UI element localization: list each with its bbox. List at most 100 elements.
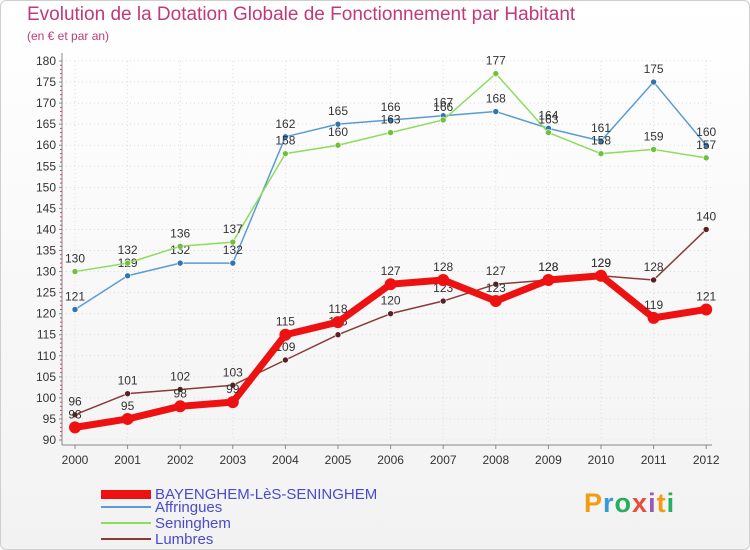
data-label-affringues-2000: 121 [65, 289, 85, 303]
x-tick-label-2000: 2000 [62, 453, 89, 467]
legend-label-bayenghem: BAYENGHEM-LèS-SENINGHEM [155, 485, 378, 503]
data-label-lumbres-2008: 127 [486, 264, 506, 278]
x-tick-label-2011: 2011 [641, 453, 667, 467]
logo-letter: r [603, 488, 615, 518]
point-bayenghem-les-seninghem-2007 [437, 273, 450, 286]
data-label-seninghem-2004: 158 [275, 134, 295, 148]
data-label-bayenghem-les-seninghem-2002: 98 [174, 386, 188, 400]
chart-title: Evolution de la Dotation Globale de Fonc… [27, 4, 576, 25]
y-tick-label-160: 160 [36, 138, 56, 152]
data-label-bayenghem-les-seninghem-2007: 128 [433, 260, 453, 274]
x-tick-label-2003: 2003 [219, 453, 246, 467]
data-label-bayenghem-les-seninghem-2000: 93 [68, 407, 82, 421]
data-label-affringues-2011: 175 [644, 62, 664, 76]
data-label-bayenghem-les-seninghem-2004: 115 [276, 315, 295, 329]
point-seninghem-2006 [387, 129, 394, 136]
point-lumbres-2005 [334, 331, 342, 339]
legend-swatch-affringues [101, 506, 151, 508]
x-tick-label-2009: 2009 [535, 453, 562, 467]
point-bayenghem-les-seninghem-2003 [226, 396, 239, 409]
data-label-bayenghem-les-seninghem-2003: 99 [226, 382, 240, 396]
y-tick-label-95: 95 [43, 412, 57, 426]
data-label-affringues-2004: 162 [275, 117, 295, 131]
point-seninghem-2001 [124, 259, 131, 267]
x-tick-label-2001: 2001 [114, 453, 141, 467]
chart-subtitle: (en € et par an) [27, 29, 110, 43]
point-bayenghem-les-seninghem-2012 [700, 303, 713, 316]
y-tick-label-150: 150 [36, 180, 56, 194]
point-bayenghem-les-seninghem-2002 [174, 400, 187, 413]
point-affringues-2000 [71, 306, 79, 313]
x-tick-label-2007: 2007 [430, 453, 457, 467]
data-label-seninghem-2010: 158 [591, 134, 611, 148]
point-lumbres-2012 [702, 226, 710, 233]
point-affringues-2006 [387, 116, 394, 124]
point-lumbres-2008 [492, 280, 500, 288]
data-label-bayenghem-les-seninghem-2010: 129 [591, 256, 611, 270]
y-tick-label-100: 100 [36, 391, 56, 405]
data-label-seninghem-2003: 137 [223, 222, 243, 236]
data-label-affringues-2008: 168 [486, 92, 506, 106]
data-label-seninghem-2011: 159 [644, 129, 664, 143]
point-lumbres-2003 [229, 381, 237, 389]
data-label-seninghem-2005: 160 [328, 125, 348, 139]
legend-item-affringues: Affringues [101, 498, 223, 516]
y-tick-label-170: 170 [36, 96, 56, 110]
data-label-affringues-2006: 166 [381, 100, 401, 114]
legend-swatch-lumbres [101, 538, 151, 540]
point-seninghem-2005 [334, 141, 342, 149]
point-lumbres-2000 [71, 411, 79, 419]
y-tick-label-110: 110 [37, 349, 56, 363]
point-affringues-2008 [492, 108, 500, 115]
point-seninghem-2008 [492, 70, 500, 77]
point-affringues-2001 [124, 272, 131, 280]
point-bayenghem-les-seninghem-2001 [121, 412, 134, 425]
x-tick-label-2008: 2008 [482, 453, 509, 467]
data-label-bayenghem-les-seninghem-2005: 118 [328, 302, 347, 316]
point-bayenghem-les-seninghem-2010 [595, 269, 607, 282]
data-label-seninghem-2008: 177 [486, 54, 506, 68]
point-bayenghem-les-seninghem-2005 [332, 316, 344, 329]
legend-label-affringues: Affringues [155, 498, 223, 516]
point-seninghem-2007 [439, 116, 447, 124]
point-seninghem-2011 [650, 146, 657, 153]
x-tick-label-2006: 2006 [377, 453, 404, 467]
point-bayenghem-les-seninghem-2006 [384, 278, 397, 291]
y-tick-label-135: 135 [36, 244, 56, 258]
y-tick-label-155: 155 [36, 159, 56, 173]
point-lumbres-2011 [650, 276, 657, 284]
data-label-seninghem-2001: 132 [118, 243, 138, 257]
data-label-affringues-2003: 132 [223, 243, 243, 257]
data-label-affringues-2010: 161 [591, 121, 611, 135]
point-lumbres-2006 [387, 310, 394, 317]
logo-letter: i [648, 488, 657, 518]
y-tick-label-175: 175 [36, 75, 56, 89]
y-tick-label-90: 90 [43, 433, 57, 447]
point-affringues-2003 [229, 259, 237, 267]
data-label-bayenghem-les-seninghem-2009: 128 [538, 260, 558, 274]
y-tick-label-165: 165 [36, 117, 56, 131]
data-label-bayenghem-les-seninghem-2001: 95 [121, 399, 135, 413]
point-seninghem-2000 [71, 268, 79, 275]
data-label-lumbres-2010: 129 [591, 256, 611, 270]
y-tick-label-180: 180 [36, 54, 56, 68]
point-lumbres-2002 [176, 386, 184, 393]
y-tick-label-120: 120 [36, 307, 56, 321]
point-lumbres-2004 [282, 356, 289, 364]
legend-item-bayenghem: BAYENGHEM-LèS-SENINGHEM [101, 485, 378, 503]
data-label-affringues-2005: 165 [328, 104, 348, 118]
data-label-affringues-2009: 164 [538, 108, 558, 122]
legend-label-seninghem: Seninghem [155, 514, 231, 532]
point-bayenghem-les-seninghem-2000 [69, 421, 81, 434]
data-label-lumbres-2006: 120 [381, 294, 401, 308]
point-affringues-2012 [702, 141, 710, 149]
point-seninghem-2004 [282, 150, 289, 157]
x-tick-label-2005: 2005 [325, 453, 352, 467]
data-label-lumbres-2002: 102 [170, 369, 190, 383]
data-label-lumbres-2001: 101 [118, 374, 138, 388]
data-label-lumbres-2000: 96 [68, 395, 82, 409]
point-seninghem-2003 [229, 238, 237, 246]
data-label-affringues-2007: 167 [433, 96, 453, 110]
legend-swatch-bayenghem [101, 489, 151, 499]
